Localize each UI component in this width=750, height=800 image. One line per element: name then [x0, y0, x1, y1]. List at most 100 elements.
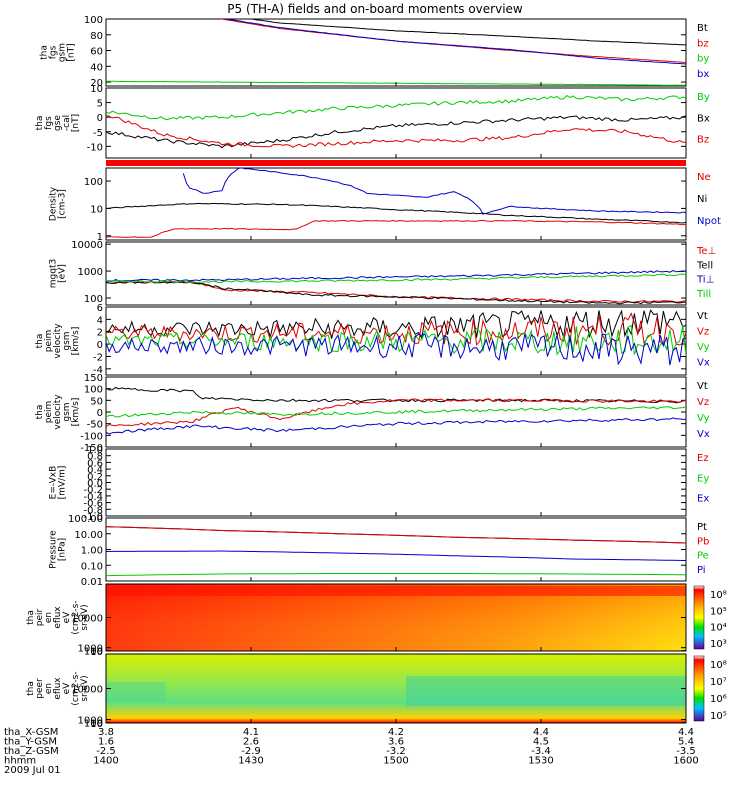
- y-tick-label: 150: [84, 373, 103, 384]
- y-axis-label: eV: [62, 682, 72, 695]
- x-row-label: tha_Z-GSM: [4, 746, 59, 757]
- x-tick-value: 1530: [528, 756, 553, 767]
- y-axis-label: [nT]: [67, 43, 77, 61]
- chart-title: P5 (TH-A) fields and on-board moments ov…: [227, 2, 523, 16]
- y-axis-label: [mV/m]: [58, 466, 68, 500]
- y-axis-label: mgqt3: [49, 259, 59, 288]
- x-tick-value: 1430: [238, 756, 263, 767]
- legend-entry: Vy: [697, 413, 710, 424]
- legend-entry: Ez: [697, 453, 709, 464]
- y-axis-label: eflux: [53, 677, 63, 700]
- y-tick-label: -1.0: [83, 512, 103, 523]
- y-tick-label: 60: [90, 47, 103, 58]
- y-axis-label: -cal: [62, 115, 72, 131]
- x-row-label: tha_X-GSM: [4, 727, 58, 738]
- y-axis-label: Density: [49, 186, 59, 221]
- y-axis-label: gsm: [58, 43, 68, 62]
- panel-frame: [105, 87, 687, 159]
- colorbar-tick-label: 10³: [710, 639, 727, 650]
- y-tick-label: -0.8: [83, 505, 103, 516]
- y-tick-label: 100: [84, 385, 103, 396]
- y-tick-label: 100: [84, 15, 103, 26]
- y-axis-label: gsm: [62, 331, 72, 350]
- y-axis-label: peim: [44, 330, 54, 353]
- y-tick-label: 1.00: [81, 546, 103, 557]
- series-line-Vz: [106, 312, 686, 346]
- y-axis-label: [km/s]: [71, 327, 81, 356]
- y-tick-label: 0.6: [87, 458, 103, 469]
- colorbar-tick-label: 10⁸: [710, 590, 727, 601]
- panel-temperature: 10000 1000 100 mgqt3 [eV] Te⊥ Tell Ti⊥ Till: [49, 240, 716, 306]
- y-tick-label: 10: [90, 719, 103, 730]
- legend-entry: Ey: [697, 473, 709, 484]
- y-tick-label: 0: [97, 113, 103, 124]
- x-tick-value: 1600: [673, 756, 698, 767]
- y-axis-label: tha: [35, 334, 45, 349]
- legend-entry: Vx: [697, 358, 710, 369]
- y-axis-label: en: [44, 612, 54, 623]
- panel-frame: [105, 448, 687, 517]
- y-tick-label: 20: [90, 78, 103, 89]
- panel-fgs-gse: 10 5 0 -5 -10 tha fgs gse -cal [nT] By Bx Bz: [35, 84, 710, 159]
- y-tick-label: 1000: [78, 267, 103, 278]
- panel-efield: 1.00.80.60.40.20.0-0.2-0.4-0.6-0.8-1.0 E=…: [49, 445, 710, 523]
- panel-pressure: 100.00 10.00 1.00 0.10 0.01 Pressure [nPa] Pt Pb…: [49, 514, 710, 588]
- x-tick-value: 1500: [383, 756, 408, 767]
- legend-entry: Npot: [697, 216, 721, 227]
- y-axis-label: fgs: [44, 116, 54, 130]
- y-axis-label: (cm2-s-: [71, 600, 81, 634]
- y-axis-label: sr-eV): [80, 604, 90, 630]
- legend-entry: Pt: [697, 522, 707, 533]
- series-line-By: [106, 94, 686, 121]
- y-tick-label: 100: [84, 294, 103, 305]
- series-line-Vy: [106, 406, 686, 418]
- y-tick-label: 100: [84, 647, 103, 658]
- series-line-Bx: [106, 115, 686, 149]
- legend-entry: Ni: [697, 194, 707, 205]
- y-axis-label: tha: [35, 116, 45, 131]
- legend-entry: Vt: [697, 311, 708, 322]
- x-tick-value: -3.2: [386, 746, 406, 757]
- y-axis-label: peir: [35, 608, 45, 626]
- y-axis-label: sr-eV): [80, 675, 90, 701]
- y-axis-label: (cm2-s-: [71, 671, 81, 705]
- series-line-Vx: [106, 333, 686, 366]
- x-tick-value: 4.5: [533, 737, 549, 748]
- x-tick-value: 5.4: [678, 737, 694, 748]
- y-tick-label: 5: [97, 99, 103, 110]
- y-tick-label: -5: [93, 128, 103, 139]
- series-line-Bz: [106, 115, 686, 148]
- y-tick-label: 100: [84, 177, 103, 188]
- legend-entry: Ex: [697, 494, 709, 505]
- x-tick-value: 4.4: [678, 727, 694, 738]
- y-tick-label: 100.00: [68, 514, 103, 525]
- panel-frame: [105, 241, 687, 306]
- y-tick-label: 40: [90, 62, 103, 73]
- y-tick-label: 0: [97, 408, 103, 419]
- y-tick-label: -150: [80, 443, 103, 454]
- y-axis-label: gsm: [62, 402, 72, 421]
- x-tick-value: 1400: [93, 756, 118, 767]
- y-tick-label: -4: [93, 365, 103, 376]
- x-tick-value: -3.5: [676, 746, 696, 757]
- series-line-Npot: [182, 168, 686, 215]
- y-tick-label: 0: [97, 340, 103, 351]
- y-tick-label: -0.4: [83, 492, 103, 503]
- y-axis-label: eV: [62, 611, 72, 624]
- y-axis-label: peer: [35, 678, 45, 699]
- panel-frame: [105, 517, 687, 582]
- colorbar-tick-label: 10⁶: [710, 694, 727, 705]
- series-line-Pb: [106, 526, 686, 544]
- series-line-Till: [106, 273, 686, 284]
- y-tick-label: 10000: [71, 685, 103, 696]
- y-tick-label: -10: [87, 142, 103, 153]
- y-axis-label: [cm-3]: [58, 189, 68, 219]
- colorbar: [693, 655, 705, 722]
- y-tick-label: 0.8: [87, 452, 103, 463]
- panel-frame: [105, 18, 687, 87]
- series-line-Ti⊥: [106, 269, 686, 282]
- x-tick-value: -2.5: [96, 746, 116, 757]
- x-tick-value: 4.4: [533, 727, 549, 738]
- y-tick-label: 6: [97, 303, 103, 314]
